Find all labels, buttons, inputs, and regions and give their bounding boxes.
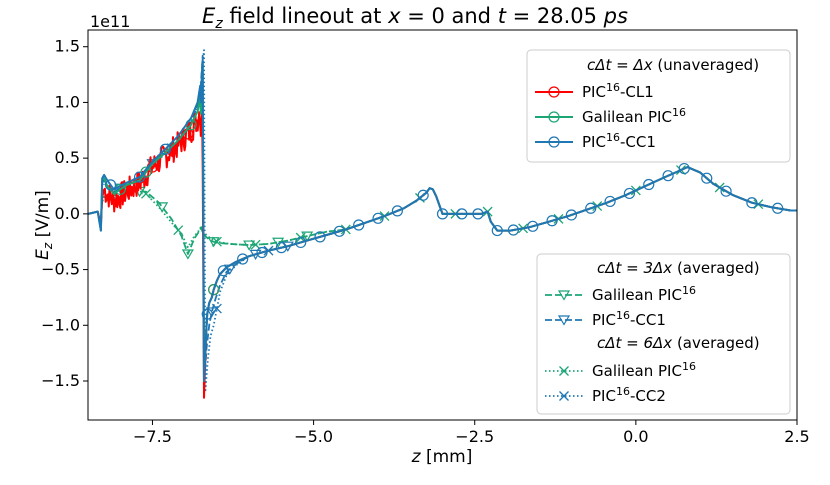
x-tick-label: −2.5 [455, 427, 494, 446]
data-point-marker [604, 195, 616, 208]
data-point-marker [472, 208, 484, 220]
x-tick-label: 0.0 [623, 427, 648, 446]
legend-top: cΔt = Δx (unaveraged) PIC16-CL1 Galilean … [526, 49, 791, 163]
data-point-marker [678, 162, 690, 175]
legend-entry: Galilean PIC16 [545, 284, 696, 304]
data-point-marker [527, 220, 539, 232]
series-line [88, 166, 797, 255]
legend-label: Galilean PIC16 [582, 106, 686, 126]
data-point-marker [250, 239, 261, 250]
legend-bottom-heading-3dx: cΔt = 3Δx (averaged) [597, 259, 760, 277]
legend-bottom-frame [536, 253, 791, 415]
data-point-marker [701, 172, 713, 184]
data-point-marker [746, 197, 758, 209]
legend-entry: PIC16-CC1 [545, 309, 666, 329]
legend-label: Galilean PIC16 [592, 360, 696, 380]
data-point-marker [507, 224, 520, 236]
data-point-marker [391, 205, 403, 217]
legend-marker [548, 111, 560, 123]
plot-frame [87, 29, 798, 421]
x-axis-label: z [mm] [411, 447, 473, 467]
y-tick-label: 1.0 [55, 92, 80, 111]
legend-marker [557, 315, 571, 326]
data-point-marker [208, 284, 220, 296]
legend-marker [559, 366, 569, 376]
data-point-marker [585, 202, 597, 214]
legend-top-frame [526, 49, 791, 163]
data-point-marker [662, 170, 674, 182]
legend-label: PIC16-CL1 [582, 81, 654, 101]
y-axis-multiplier: 1e11 [90, 12, 130, 31]
data-point-marker [436, 208, 449, 220]
legend-label: PIC16-CC2 [592, 385, 666, 405]
data-point-marker [156, 202, 169, 213]
legend-label: PIC16-CC1 [582, 131, 656, 151]
data-point-marker [456, 208, 468, 220]
data-point-marker [772, 202, 784, 214]
x-axis-ticks: −7.5 −5.0 −2.5 0.0 2.5 [133, 420, 810, 446]
data-point-marker [256, 246, 268, 259]
legend-bottom: cΔt = 3Δx (averaged) cΔt = 6Δx (averaged… [536, 253, 791, 415]
legend-label: Galilean PIC16 [592, 284, 696, 304]
data-point-marker [301, 231, 314, 242]
x-tick-label: 2.5 [784, 427, 809, 446]
series-layer [88, 49, 797, 399]
y-tick-label: 0.5 [55, 148, 80, 167]
data-point-marker [546, 215, 558, 227]
y-axis-ticks: −1.5 −1.0 −0.5 0.0 0.5 1.0 1.5 [41, 37, 88, 390]
data-point-marker [623, 187, 636, 200]
series-line [88, 166, 797, 249]
data-point-marker [565, 209, 578, 221]
data-point-marker [181, 249, 194, 260]
data-point-marker [720, 185, 732, 197]
data-point-marker [201, 308, 213, 320]
legend-entry: PIC16-CC1 [535, 131, 656, 151]
legend-marker [548, 86, 560, 98]
series-markers [141, 165, 764, 250]
series-line [88, 59, 797, 382]
series-markers [121, 143, 274, 314]
data-point-marker [211, 236, 222, 247]
data-point-marker [372, 212, 384, 224]
data-point-marker [333, 225, 345, 237]
series-markers [104, 143, 784, 320]
legend-marker [559, 391, 569, 401]
legend-bottom-heading-6dx: cΔt = 6Δx (averaged) [597, 334, 760, 352]
data-point-marker [141, 188, 151, 199]
y-axis-label: Ez [V/m] [33, 190, 55, 260]
data-point-marker [295, 236, 307, 249]
data-point-marker [217, 265, 229, 277]
data-point-marker [643, 178, 655, 191]
y-tick-label: −1.5 [41, 371, 80, 390]
legend-entry: Galilean PIC16 [535, 106, 686, 126]
data-point-marker [275, 242, 287, 254]
data-point-marker [205, 307, 218, 318]
legend-marker [548, 136, 560, 148]
chart-title: Ez field lineout at x = 0 and t = 28.05 … [202, 4, 628, 32]
y-tick-label: −1.0 [41, 315, 80, 334]
data-point-marker [491, 224, 503, 237]
legend-entry: PIC16-CC2 [545, 385, 666, 405]
data-point-marker [173, 225, 184, 236]
legend-entry: Galilean PIC16 [545, 360, 696, 380]
data-point-marker [353, 219, 365, 231]
legend-top-heading: cΔt = Δx (unaveraged) [587, 56, 759, 74]
data-point-marker [417, 189, 429, 201]
legend-marker [557, 290, 571, 301]
x-tick-label: −7.5 [133, 427, 172, 446]
legend-entry: PIC16-CL1 [535, 81, 654, 101]
y-tick-label: 0.0 [55, 204, 80, 223]
data-point-marker [133, 171, 146, 183]
y-tick-label: −0.5 [41, 260, 80, 279]
x-tick-label: −5.0 [294, 427, 333, 446]
data-point-marker [104, 179, 117, 191]
legend-label: PIC16-CC1 [592, 309, 666, 329]
data-point-marker [314, 231, 326, 243]
data-point-marker [237, 253, 249, 265]
y-tick-label: 1.5 [55, 37, 80, 56]
data-point-marker [159, 143, 171, 155]
